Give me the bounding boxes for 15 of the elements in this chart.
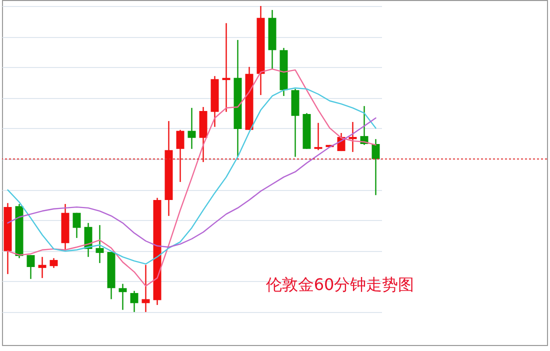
- candlestick: [348, 121, 357, 153]
- candlestick: [118, 283, 127, 310]
- candlestick: [38, 256, 46, 279]
- candlestick: [50, 258, 58, 269]
- annotation: 伦敦金60分钟走势图: [266, 275, 414, 294]
- candlestick: [176, 129, 184, 183]
- candlestick: [314, 122, 322, 151]
- candlestick: [142, 264, 150, 313]
- candlestick: [372, 138, 380, 196]
- candlestick: [96, 224, 104, 264]
- candlestick: [26, 254, 35, 280]
- candlestick: [72, 212, 81, 239]
- candlestick: [188, 107, 196, 150]
- candlestick: [222, 22, 230, 112]
- candlestick: [130, 290, 138, 313]
